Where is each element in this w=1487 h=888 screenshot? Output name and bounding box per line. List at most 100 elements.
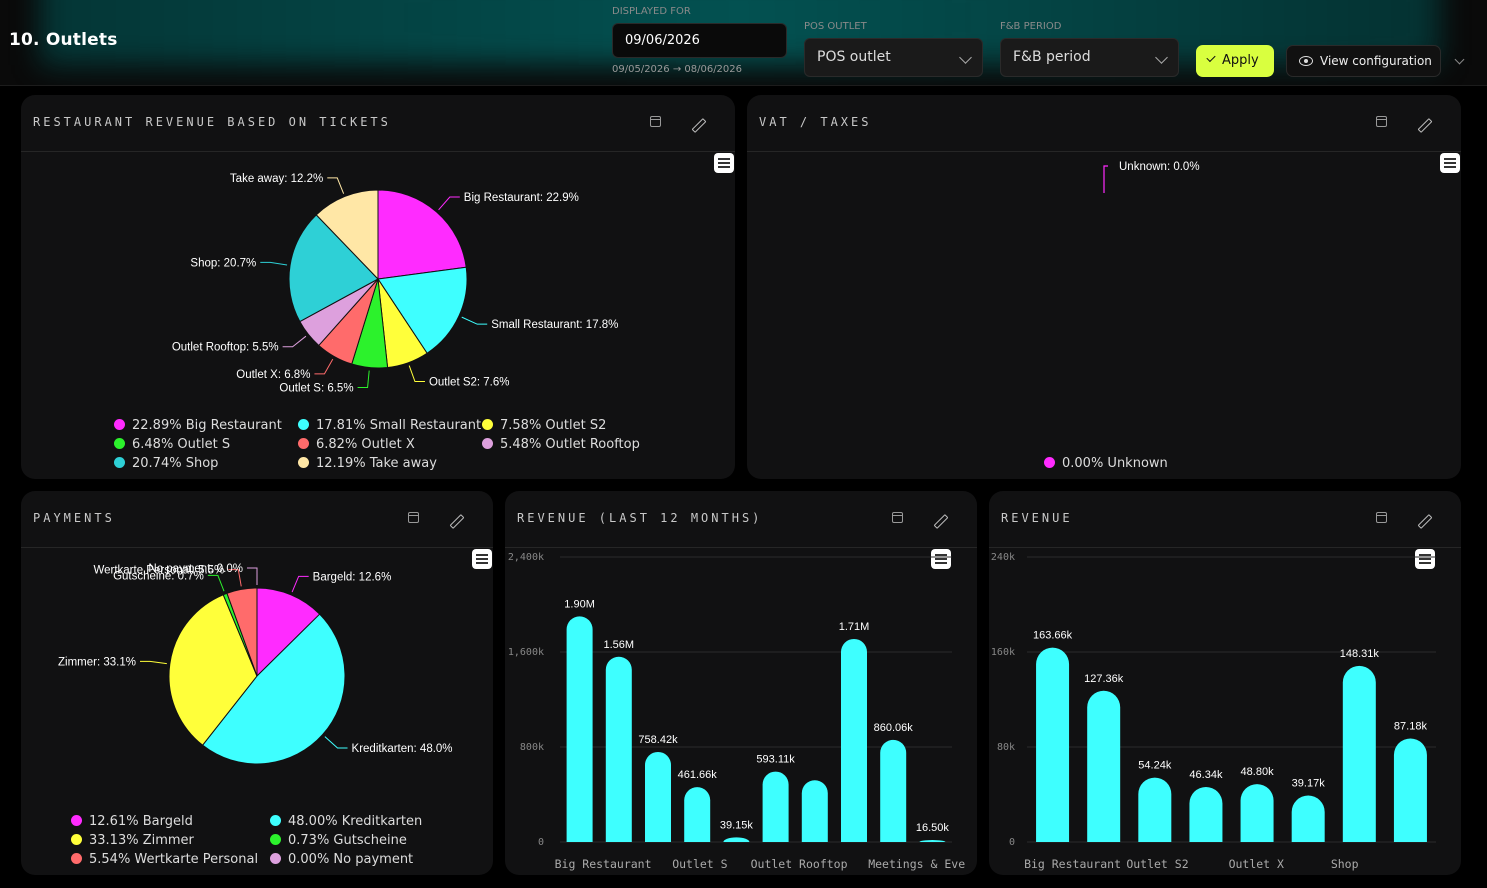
bar-0[interactable]: [1036, 647, 1070, 842]
legend-item-no-payment[interactable]: 0.00% No payment: [270, 852, 413, 867]
pie-slice-small-restaurant[interactable]: [377, 266, 468, 354]
legend-item-take-away[interactable]: 12.19% Take away: [298, 456, 437, 471]
legend-dot: [114, 419, 125, 430]
bar-8[interactable]: [880, 739, 907, 842]
legend-dot: [298, 457, 309, 468]
bar-1[interactable]: [1087, 690, 1121, 842]
pie-slice-kreditkarten[interactable]: [201, 613, 346, 765]
chart-menu-icon[interactable]: [1440, 153, 1460, 173]
bar-6[interactable]: [1342, 665, 1376, 842]
view-configuration-button[interactable]: View configuration: [1286, 45, 1441, 77]
edit-pencil-icon[interactable]: [1417, 514, 1433, 529]
bar-1[interactable]: [605, 656, 632, 842]
legend-item-kreditkarten[interactable]: 48.00% Kreditkarten: [270, 814, 422, 829]
bar-4[interactable]: [723, 837, 750, 842]
bar-9[interactable]: [919, 840, 946, 842]
pie-slice-take-away[interactable]: [315, 189, 379, 281]
edit-pencil-icon[interactable]: [933, 514, 949, 529]
y-tick-label: 800k: [520, 742, 544, 753]
data-label-bargeld: Bargeld: 12.6%: [313, 571, 392, 583]
data-label: 1.56M: [604, 639, 635, 651]
expand-chevron-icon[interactable]: [1454, 54, 1465, 65]
restaurant-revenue-panel: RESTAURANT REVENUE BASED ON TICKETS Big …: [21, 95, 735, 479]
legend-item-wertkarte-personal[interactable]: 5.54% Wertkarte Personal: [71, 852, 258, 867]
data-label-small-restaurant: Small Restaurant: 17.8%: [491, 319, 618, 331]
legend-label: 22.89% Big Restaurant: [132, 418, 282, 433]
bar-7[interactable]: [1393, 738, 1427, 842]
fb-period-select[interactable]: F&B period: [1000, 38, 1179, 77]
legend-item-small-restaurant[interactable]: 17.81% Small Restaurant: [298, 418, 481, 433]
restaurant-pie-chart: Big Restaurant: 22.9% Small Restaurant: 1…: [172, 173, 619, 395]
data-label: 48.80k: [1241, 766, 1275, 778]
chart-menu-icon[interactable]: [931, 549, 951, 569]
leader-line-no-payment: [247, 567, 258, 585]
page-title: 10. Outlets: [9, 30, 118, 50]
legend-dot: [71, 815, 82, 826]
legend-item-outlet-s2[interactable]: 7.58% Outlet S2: [482, 418, 606, 433]
fb-period-value: F&B period: [1013, 49, 1091, 65]
chart-menu-icon[interactable]: [1415, 549, 1435, 569]
bar-6[interactable]: [801, 780, 828, 842]
legend-label: 12.61% Bargeld: [89, 814, 193, 829]
bar-7[interactable]: [841, 638, 867, 842]
legend-item-big-restaurant[interactable]: 22.89% Big Restaurant: [114, 418, 282, 433]
legend-label: 33.13% Zimmer: [89, 833, 194, 848]
data-label-gutscheine: Gutscheine: 0.7%: [113, 570, 204, 582]
data-label: 16.50k: [916, 822, 950, 834]
data-label: 1.71M: [839, 621, 870, 633]
leader-line-big-restaurant: [438, 196, 460, 211]
calendar-icon[interactable]: [1376, 116, 1387, 127]
apply-button[interactable]: Apply: [1196, 45, 1274, 77]
pos-outlet-value: POS outlet: [817, 49, 891, 65]
legend-item-outlet-rooftop[interactable]: 5.48% Outlet Rooftop: [482, 437, 640, 452]
legend-label: 17.81% Small Restaurant: [316, 418, 482, 433]
y-tick-label: 80k: [997, 742, 1015, 753]
legend-label: 6.82% Outlet X: [316, 437, 415, 452]
calendar-icon[interactable]: [892, 512, 903, 523]
pie-slice-zimmer[interactable]: [168, 594, 258, 746]
bar-3[interactable]: [1189, 786, 1223, 842]
chart-menu-icon[interactable]: [714, 153, 734, 173]
legend-dot: [270, 834, 281, 845]
pie-slice-shop[interactable]: [288, 214, 379, 323]
date-input[interactable]: 09/06/2026: [612, 23, 787, 58]
calendar-icon[interactable]: [408, 512, 419, 523]
data-label: 148.31k: [1340, 648, 1380, 660]
edit-pencil-icon[interactable]: [691, 118, 707, 133]
data-label: 758.42k: [638, 734, 678, 746]
eye-icon: [1299, 56, 1313, 66]
legend-item-bargeld[interactable]: 12.61% Bargeld: [71, 814, 193, 829]
vat-pie-chart: Unknown: 0.0%: [1103, 161, 1200, 193]
chart-menu-icon[interactable]: [472, 549, 492, 569]
legend-item-unknown[interactable]: 0.00% Unknown: [1044, 456, 1168, 471]
pie-slice-bargeld[interactable]: [256, 587, 321, 678]
bar-0[interactable]: [566, 616, 593, 842]
legend-label: 0.00% Unknown: [1062, 456, 1168, 471]
pie-slice-big-restaurant[interactable]: [377, 189, 467, 280]
bar-2[interactable]: [1138, 777, 1172, 842]
data-label: 39.15k: [720, 819, 754, 831]
data-label: 54.24k: [1138, 760, 1172, 772]
x-tick-label: Big Restaurant: [1024, 857, 1121, 871]
edit-pencil-icon[interactable]: [1417, 118, 1433, 133]
calendar-icon[interactable]: [1376, 512, 1387, 523]
legend-dot: [270, 815, 281, 826]
pie-slice-wertkarte-personal[interactable]: [226, 587, 258, 677]
bar-2[interactable]: [645, 751, 671, 842]
date-range: 09/05/2026 → 08/06/2026: [612, 64, 743, 75]
pos-outlet-select[interactable]: POS outlet: [804, 38, 983, 77]
legend-item-shop[interactable]: 20.74% Shop: [114, 456, 218, 471]
data-label-unknown: Unknown: 0.0%: [1119, 161, 1200, 173]
legend-item-zimmer[interactable]: 33.13% Zimmer: [71, 833, 194, 848]
legend-dot: [114, 457, 125, 468]
legend-item-outlet-s[interactable]: 6.48% Outlet S: [114, 437, 230, 452]
edit-pencil-icon[interactable]: [449, 514, 465, 529]
bar-3[interactable]: [684, 787, 711, 842]
bar-5[interactable]: [762, 771, 789, 842]
bar-4[interactable]: [1240, 784, 1274, 842]
legend-item-outlet-x[interactable]: 6.82% Outlet X: [298, 437, 415, 452]
data-label-shop: Shop: 20.7%: [190, 257, 256, 269]
calendar-icon[interactable]: [650, 116, 661, 127]
legend-item-gutscheine[interactable]: 0.73% Gutscheine: [270, 833, 407, 848]
bar-5[interactable]: [1291, 795, 1325, 842]
